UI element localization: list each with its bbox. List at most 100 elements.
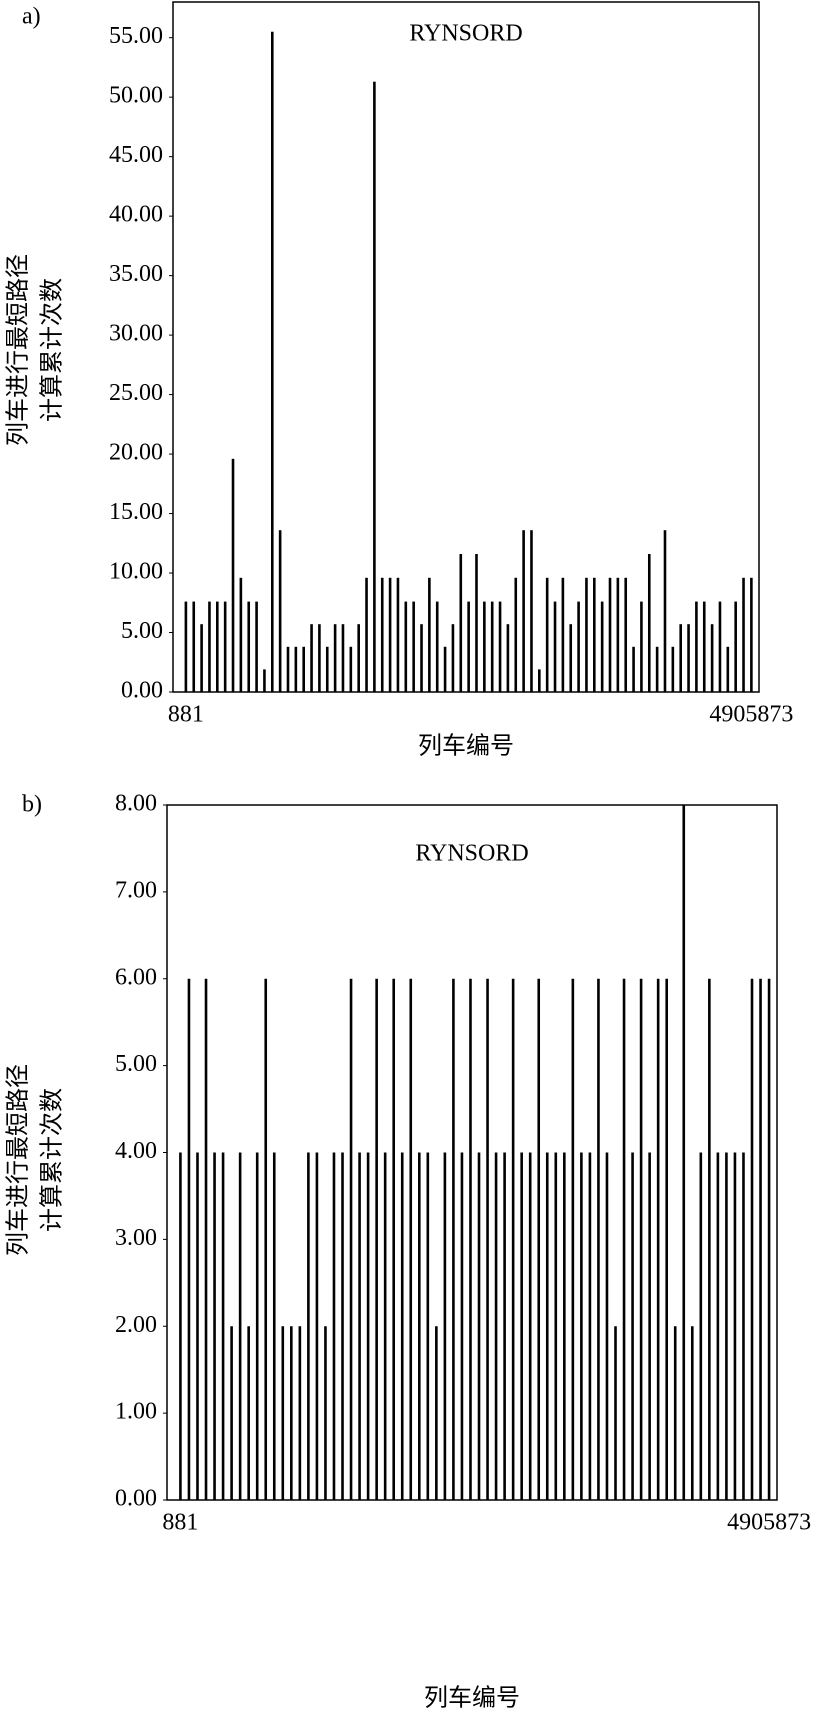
y-tick-label: 3.00 (115, 1225, 157, 1251)
y-tick-label: 15.00 (109, 499, 163, 525)
bar (673, 1326, 677, 1500)
bar (420, 624, 423, 692)
bar (426, 1152, 430, 1500)
y-tick-label: 5.00 (121, 618, 163, 644)
bar (443, 1152, 447, 1500)
y-tick-label: 7.00 (115, 877, 157, 903)
bar (750, 577, 753, 692)
y-tick-label: 20.00 (109, 440, 163, 466)
bar (223, 601, 227, 692)
bar (459, 554, 463, 692)
bar (498, 601, 502, 692)
bar (538, 669, 541, 692)
bar (231, 458, 235, 692)
bar (759, 978, 762, 1500)
bar (263, 669, 266, 692)
bar (663, 530, 667, 692)
bar (561, 577, 565, 692)
bar (435, 1326, 438, 1500)
bar (388, 577, 392, 692)
y-tick-label: 10.00 (109, 559, 163, 585)
bar (179, 1152, 182, 1500)
bar (281, 1326, 285, 1500)
bar (341, 624, 345, 692)
x-axis-label: 列车编号 (424, 1685, 520, 1712)
bar (315, 1152, 319, 1500)
bar (247, 601, 251, 692)
bar (742, 577, 745, 692)
bar (238, 1152, 242, 1500)
bar (671, 646, 675, 692)
bar (537, 978, 541, 1500)
bar (452, 978, 455, 1500)
bar (290, 1326, 293, 1500)
bar (528, 1152, 532, 1500)
bar (358, 1152, 361, 1500)
bar (608, 577, 612, 692)
bar (349, 646, 353, 692)
bar (687, 624, 690, 692)
bar (545, 577, 549, 692)
bar (200, 624, 203, 692)
bar (412, 601, 415, 692)
bar (460, 1152, 464, 1500)
bar (734, 601, 737, 692)
bar (278, 530, 282, 692)
bar (192, 601, 196, 692)
bar (569, 624, 573, 692)
bar (451, 624, 455, 692)
bar (511, 978, 515, 1500)
bar (648, 1152, 651, 1500)
bar (655, 646, 659, 692)
bar (742, 1152, 745, 1500)
x-axis-label: 列车编号 (418, 733, 514, 760)
bar (286, 646, 290, 692)
bar (443, 646, 447, 692)
bar (307, 1152, 310, 1500)
bar (503, 1152, 506, 1500)
bar (230, 1326, 233, 1500)
y-axis-label: 计算累计次数 (39, 278, 66, 422)
y-tick-label: 50.00 (109, 83, 163, 109)
y-tick-label: 1.00 (115, 1399, 157, 1425)
bar (585, 577, 588, 692)
bar (332, 1152, 336, 1500)
bar (716, 1152, 720, 1500)
bar (239, 577, 243, 692)
bar (490, 601, 494, 692)
bar (264, 978, 268, 1500)
bar (247, 1326, 250, 1500)
bar (632, 646, 635, 692)
y-tick-label: 30.00 (109, 321, 163, 347)
bar (435, 601, 439, 692)
bar (506, 624, 510, 692)
bar (298, 1326, 302, 1500)
bar (710, 624, 714, 692)
panel-label: a) (22, 4, 41, 30)
x-tick-label: 4905873 (709, 702, 793, 728)
bar (725, 1152, 728, 1500)
y-tick-label: 0.00 (121, 678, 163, 704)
bar (600, 601, 604, 692)
bar (294, 646, 298, 692)
bar (640, 601, 643, 692)
y-tick-label: 40.00 (109, 202, 163, 228)
bar (494, 1152, 498, 1500)
bar (392, 978, 395, 1500)
bar (631, 1152, 634, 1500)
bar (318, 624, 321, 692)
bar (580, 1152, 583, 1500)
bar (221, 1152, 225, 1500)
bar (467, 601, 470, 692)
bar (417, 1152, 421, 1500)
bar (605, 1152, 609, 1500)
y-tick-label: 5.00 (115, 1051, 157, 1077)
bar (665, 978, 668, 1500)
bar (375, 978, 378, 1500)
bar (695, 601, 698, 692)
bar (553, 601, 557, 692)
bar (622, 978, 626, 1500)
bar (469, 978, 472, 1500)
bar (213, 1152, 216, 1500)
bar (726, 646, 730, 692)
